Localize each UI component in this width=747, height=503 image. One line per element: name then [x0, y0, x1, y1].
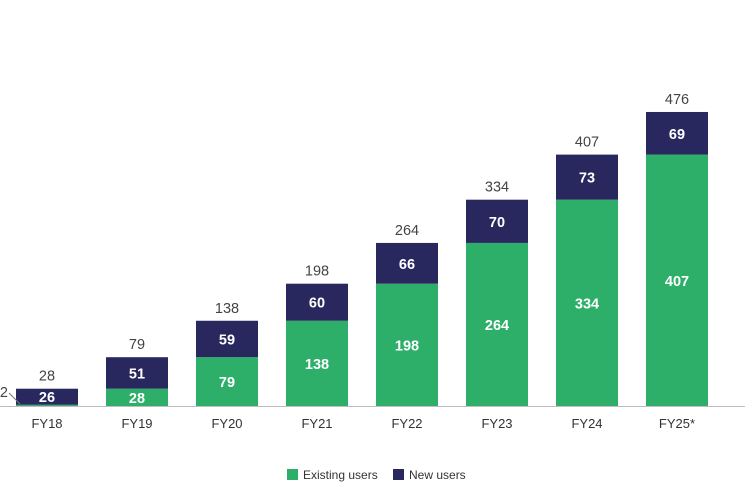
- legend-swatch-new: [393, 469, 404, 480]
- x-tick-fy18: FY18: [31, 416, 62, 431]
- label-new-fy18: 26: [39, 390, 55, 406]
- bar-existing-fy19: [106, 388, 168, 406]
- bar-existing-fy24: [556, 199, 618, 406]
- label-existing-fy23: 264: [485, 318, 509, 334]
- bar-existing-fy21: [286, 320, 348, 406]
- label-total-fy18: 28: [39, 369, 55, 385]
- bar-new-fy21: [286, 283, 348, 321]
- bar-existing-fy25*: [646, 154, 708, 406]
- label-total-fy23: 334: [485, 180, 509, 196]
- bar-existing-fy22: [376, 283, 438, 406]
- x-tick-fy21: FY21: [301, 416, 332, 431]
- bar-new-fy23: [466, 199, 528, 243]
- label-total-fy22: 264: [395, 223, 419, 239]
- bar-new-fy19: [106, 357, 168, 389]
- legend-swatch-existing: [287, 469, 298, 480]
- label-existing-fy18: 2: [0, 385, 8, 401]
- label-existing-fy22: 198: [395, 338, 419, 354]
- label-existing-fy24: 334: [575, 296, 599, 312]
- leader-line-fy18: [8, 392, 21, 405]
- label-total-fy19: 79: [129, 337, 145, 353]
- label-new-fy21: 60: [309, 296, 325, 312]
- label-existing-fy25*: 407: [665, 274, 689, 290]
- x-tick-fy22: FY22: [391, 416, 422, 431]
- label-total-fy25*: 476: [665, 92, 689, 108]
- legend-label-existing: Existing users: [303, 468, 378, 482]
- x-tick-fy23: FY23: [481, 416, 512, 431]
- label-existing-fy20: 79: [219, 375, 235, 391]
- bar-existing-fy23: [466, 242, 528, 406]
- label-total-fy20: 138: [215, 301, 239, 317]
- label-total-fy21: 198: [305, 264, 329, 280]
- x-tick-fy24: FY24: [571, 416, 602, 431]
- x-tick-fy25-star: FY25*: [659, 416, 695, 431]
- bar-new-fy18: [16, 388, 78, 405]
- label-existing-fy19: 28: [129, 391, 145, 407]
- label-new-fy19: 51: [129, 366, 145, 382]
- bar-new-fy25*: [646, 111, 708, 155]
- label-existing-fy21: 138: [305, 357, 329, 373]
- bar-new-fy20: [196, 320, 258, 358]
- label-new-fy25*: 69: [669, 127, 685, 143]
- bar-new-fy22: [376, 242, 438, 284]
- label-new-fy22: 66: [399, 257, 415, 273]
- bar-existing-fy20: [196, 357, 258, 406]
- label-new-fy20: 59: [219, 332, 235, 348]
- label-new-fy23: 70: [489, 215, 505, 231]
- label-total-fy24: 407: [575, 135, 599, 151]
- x-tick-fy20: FY20: [211, 416, 242, 431]
- bar-new-fy24: [556, 154, 618, 200]
- label-new-fy24: 73: [579, 171, 595, 187]
- x-tick-fy19: FY19: [121, 416, 152, 431]
- bar-existing-fy18: [16, 404, 78, 406]
- legend-label-new: New users: [409, 468, 466, 482]
